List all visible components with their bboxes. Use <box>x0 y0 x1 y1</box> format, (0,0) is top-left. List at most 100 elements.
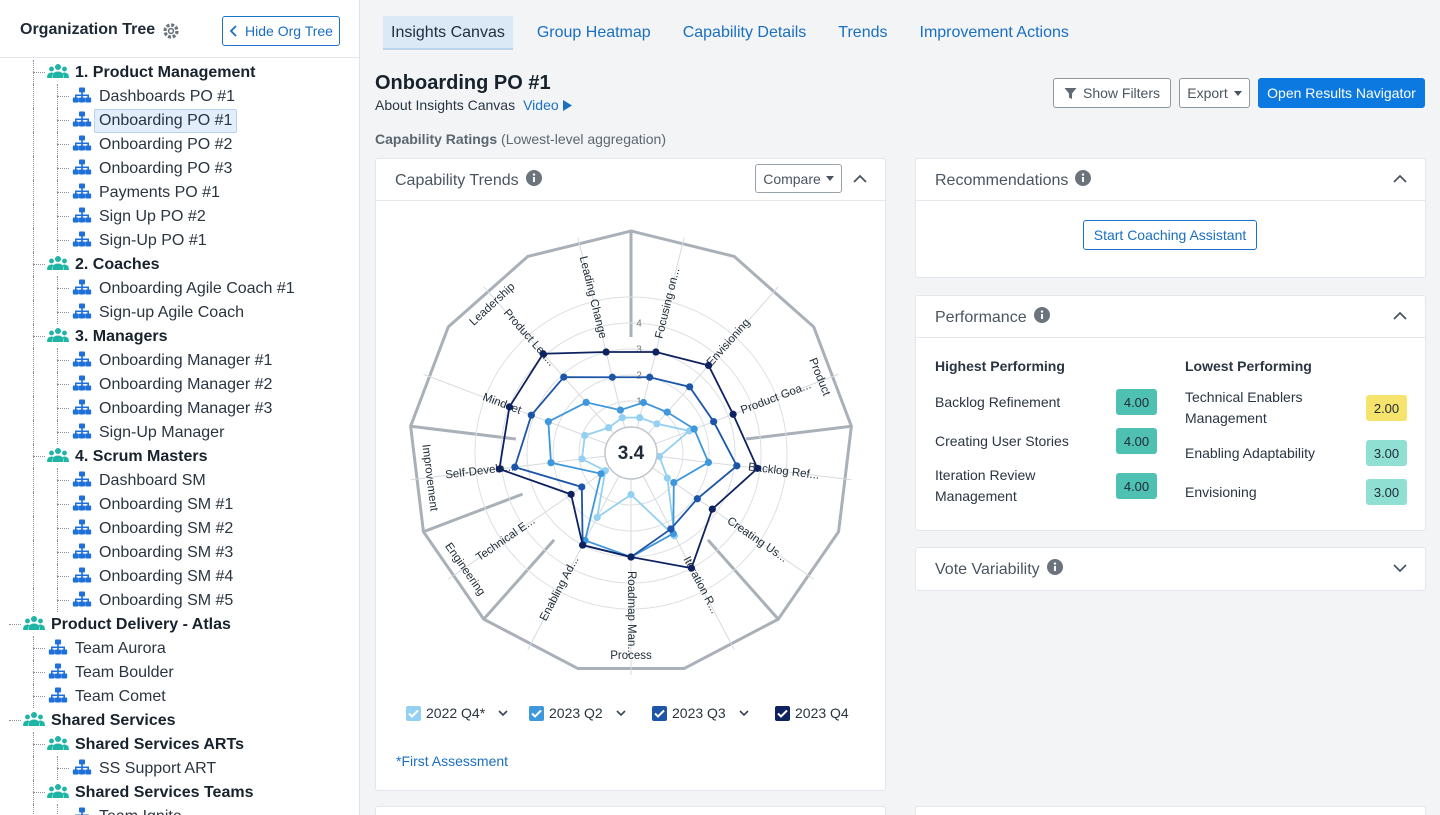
series-point <box>594 514 601 521</box>
tree-row[interactable]: Team Aurora <box>0 636 359 660</box>
video-link[interactable]: Video <box>523 97 573 113</box>
icon-part <box>79 280 85 285</box>
hide-tree-button[interactable]: Hide Org Tree <box>222 16 340 46</box>
coaching-button[interactable]: Start Coaching Assistant <box>1083 220 1257 250</box>
tree-label: SS Support ART <box>94 757 221 781</box>
settings-icon[interactable] <box>162 22 180 40</box>
tree-row[interactable]: 2. Coaches <box>0 252 359 276</box>
tree-row[interactable]: SS Support ART <box>0 756 359 780</box>
team-icon <box>72 423 92 444</box>
export-button[interactable]: Export <box>1179 78 1250 108</box>
info-icon[interactable] <box>1034 307 1050 328</box>
legend-item[interactable]: 2023 Q2 <box>529 705 652 721</box>
tab[interactable]: Trends <box>830 16 895 50</box>
tree-connector <box>33 372 34 396</box>
tree-row[interactable]: Onboarding SM #3 <box>0 540 359 564</box>
tree-row[interactable]: Onboarding SM #2 <box>0 516 359 540</box>
icon-part <box>72 807 92 815</box>
info-icon[interactable] <box>1075 170 1091 191</box>
tree-row[interactable]: Product Delivery - Atlas <box>0 612 359 636</box>
tree-connector <box>33 300 34 324</box>
tree-connector <box>33 792 45 793</box>
tree-row[interactable]: Sign-Up PO #1 <box>0 228 359 252</box>
tree-row[interactable]: Onboarding PO #2 <box>0 132 359 156</box>
tree-row[interactable]: Onboarding Manager #3 <box>0 396 359 420</box>
footnote[interactable]: *First Assessment <box>396 753 508 769</box>
compare-button[interactable]: Compare <box>755 164 842 193</box>
tree-row[interactable]: Onboarding Manager #1 <box>0 348 359 372</box>
icon-part <box>72 375 92 391</box>
tree-row[interactable]: Onboarding SM #4 <box>0 564 359 588</box>
tree-row[interactable]: Sign-Up Manager <box>0 420 359 444</box>
tab[interactable]: Capability Details <box>675 16 815 50</box>
performance-card: Performance Highest Performing Backlog R… <box>915 295 1426 531</box>
tree-label: Onboarding Manager #2 <box>94 373 277 397</box>
tree-row[interactable]: 4. Scrum Masters <box>0 444 359 468</box>
icon-part <box>62 787 67 792</box>
team-icon <box>72 231 92 252</box>
tree-row[interactable]: 1. Product Management <box>0 60 359 84</box>
performance-item: Enabling Adaptability3.00 <box>1185 438 1407 468</box>
collapse-toggle[interactable] <box>853 172 867 191</box>
icon-part <box>55 64 61 70</box>
tree-row[interactable]: Team Comet <box>0 684 359 708</box>
icon-part <box>1047 559 1063 575</box>
icon-part <box>47 327 69 343</box>
legend-item[interactable]: 2023 Q3 <box>652 705 775 721</box>
collapse-toggle[interactable] <box>1393 309 1407 328</box>
tab[interactable]: Insights Canvas <box>383 16 513 50</box>
icon-part <box>62 451 67 456</box>
tab[interactable]: Group Heatmap <box>529 16 659 50</box>
tree-connector <box>57 240 69 241</box>
open-navigator-button[interactable]: Open Results Navigator <box>1258 78 1425 108</box>
tree-row[interactable]: Sign Up PO #2 <box>0 204 359 228</box>
tree-row[interactable]: Shared Services <box>0 708 359 732</box>
icon-part <box>73 434 79 439</box>
tree-row[interactable]: Team Boulder <box>0 660 359 684</box>
tree-row[interactable]: Shared Services Teams <box>0 780 359 804</box>
tree-row[interactable]: Payments PO #1 <box>0 180 359 204</box>
tree-label: Dashboard SM <box>94 469 211 493</box>
tree-row[interactable]: Shared Services ARTs <box>0 732 359 756</box>
show-filters-button[interactable]: Show Filters <box>1053 78 1171 108</box>
team-icon <box>72 207 92 228</box>
tree-row[interactable]: Onboarding PO #3 <box>0 156 359 180</box>
card-title-wrap: Capability Trends <box>395 170 542 191</box>
about-line: About Insights Canvas Video <box>375 97 573 113</box>
team-icon <box>48 639 68 660</box>
tab[interactable]: Improvement Actions <box>912 16 1077 50</box>
tree-connector <box>57 552 69 553</box>
tree-row[interactable]: Team Ignite <box>0 804 359 815</box>
video-label: Video <box>523 97 559 113</box>
tree-connector <box>57 120 69 121</box>
icon-part <box>73 410 79 415</box>
legend-item[interactable]: 2023 Q4 <box>775 705 886 721</box>
tree-row[interactable]: 3. Managers <box>0 324 359 348</box>
info-icon[interactable] <box>1047 559 1063 580</box>
tree-row[interactable]: Onboarding PO #1 <box>0 108 359 132</box>
tree-row[interactable]: Onboarding SM #1 <box>0 492 359 516</box>
icon-part <box>25 619 30 624</box>
legend-item[interactable]: 2022 Q4* <box>406 705 529 721</box>
icon-part <box>526 170 542 186</box>
tree-row[interactable]: Onboarding Agile Coach #1 <box>0 276 359 300</box>
card-header: Capability Trends Compare <box>376 159 885 201</box>
team-icon <box>48 663 68 684</box>
tree-row[interactable]: Dashboards PO #1 <box>0 84 359 108</box>
expand-toggle[interactable] <box>1393 561 1407 580</box>
tree-row[interactable]: Onboarding Manager #2 <box>0 372 359 396</box>
team-icon <box>72 111 92 132</box>
icon-part <box>1393 561 1407 575</box>
tree-row[interactable]: Sign-up Agile Coach <box>0 300 359 324</box>
about-text: About Insights Canvas <box>375 97 515 113</box>
tree-label: Product Delivery - Atlas <box>46 613 236 637</box>
collapse-toggle[interactable] <box>1393 172 1407 191</box>
tree-row[interactable]: Onboarding SM #5 <box>0 588 359 612</box>
icon-part <box>739 710 749 717</box>
icon-part <box>79 400 85 405</box>
info-icon[interactable] <box>526 170 542 191</box>
tree-connector <box>57 384 69 385</box>
series-point <box>496 465 503 472</box>
icon-part <box>79 170 85 175</box>
tree-row[interactable]: Dashboard SM <box>0 468 359 492</box>
